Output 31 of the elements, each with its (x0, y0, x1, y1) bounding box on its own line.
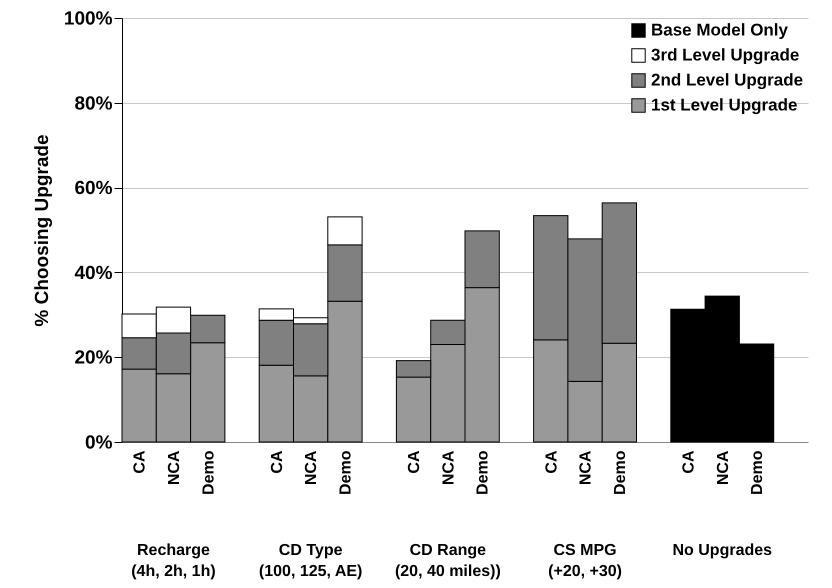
x-tick-label: CA (406, 450, 424, 474)
y-tick-label: 80% (74, 93, 113, 114)
y-tick-label: 40% (74, 262, 113, 284)
y-tick-label: 60% (74, 178, 113, 200)
y-tick-label: 20% (74, 348, 113, 369)
text: CD Range (20, 40 miles)) (394, 542, 501, 580)
x-tick-label: CA (680, 450, 698, 474)
x-tick-label: CA (132, 450, 149, 474)
legend-label: Base Model Only (651, 20, 789, 40)
x-tick-label: CA (543, 450, 560, 474)
x-tick-label: NCA (303, 450, 320, 486)
text: Recharge (4h, 2h, 1h) (131, 542, 216, 580)
y-tick-label: 100% (64, 8, 113, 30)
y-tick-label: 0% (85, 432, 113, 454)
legend-label: 3rd Level Upgrade (651, 46, 800, 64)
x-tick-label: NCA (578, 450, 595, 486)
x-tick-label: Demo (200, 450, 218, 495)
x-tick-label: Demo (337, 450, 354, 495)
y-axis-title: % Choosing Upgrade (32, 134, 53, 327)
legend-label: 2nd Level Upgrade (651, 70, 804, 90)
x-tick-label: Demo (612, 450, 629, 495)
x-tick-label: NCA (166, 450, 183, 486)
x-tick-label: Demo (474, 450, 492, 495)
x-tick-label: Demo (749, 450, 766, 495)
x-tick-label: NCA (714, 450, 732, 486)
text: CS MPG (+20, +30) (548, 542, 622, 580)
text: CD Type (100, 125, AE) (258, 542, 362, 580)
x-tick-label: CA (268, 450, 286, 474)
text: No Upgrades (672, 542, 772, 559)
legend-label: 1st Level Upgrade (651, 96, 798, 114)
x-tick-label: NCA (440, 450, 458, 486)
